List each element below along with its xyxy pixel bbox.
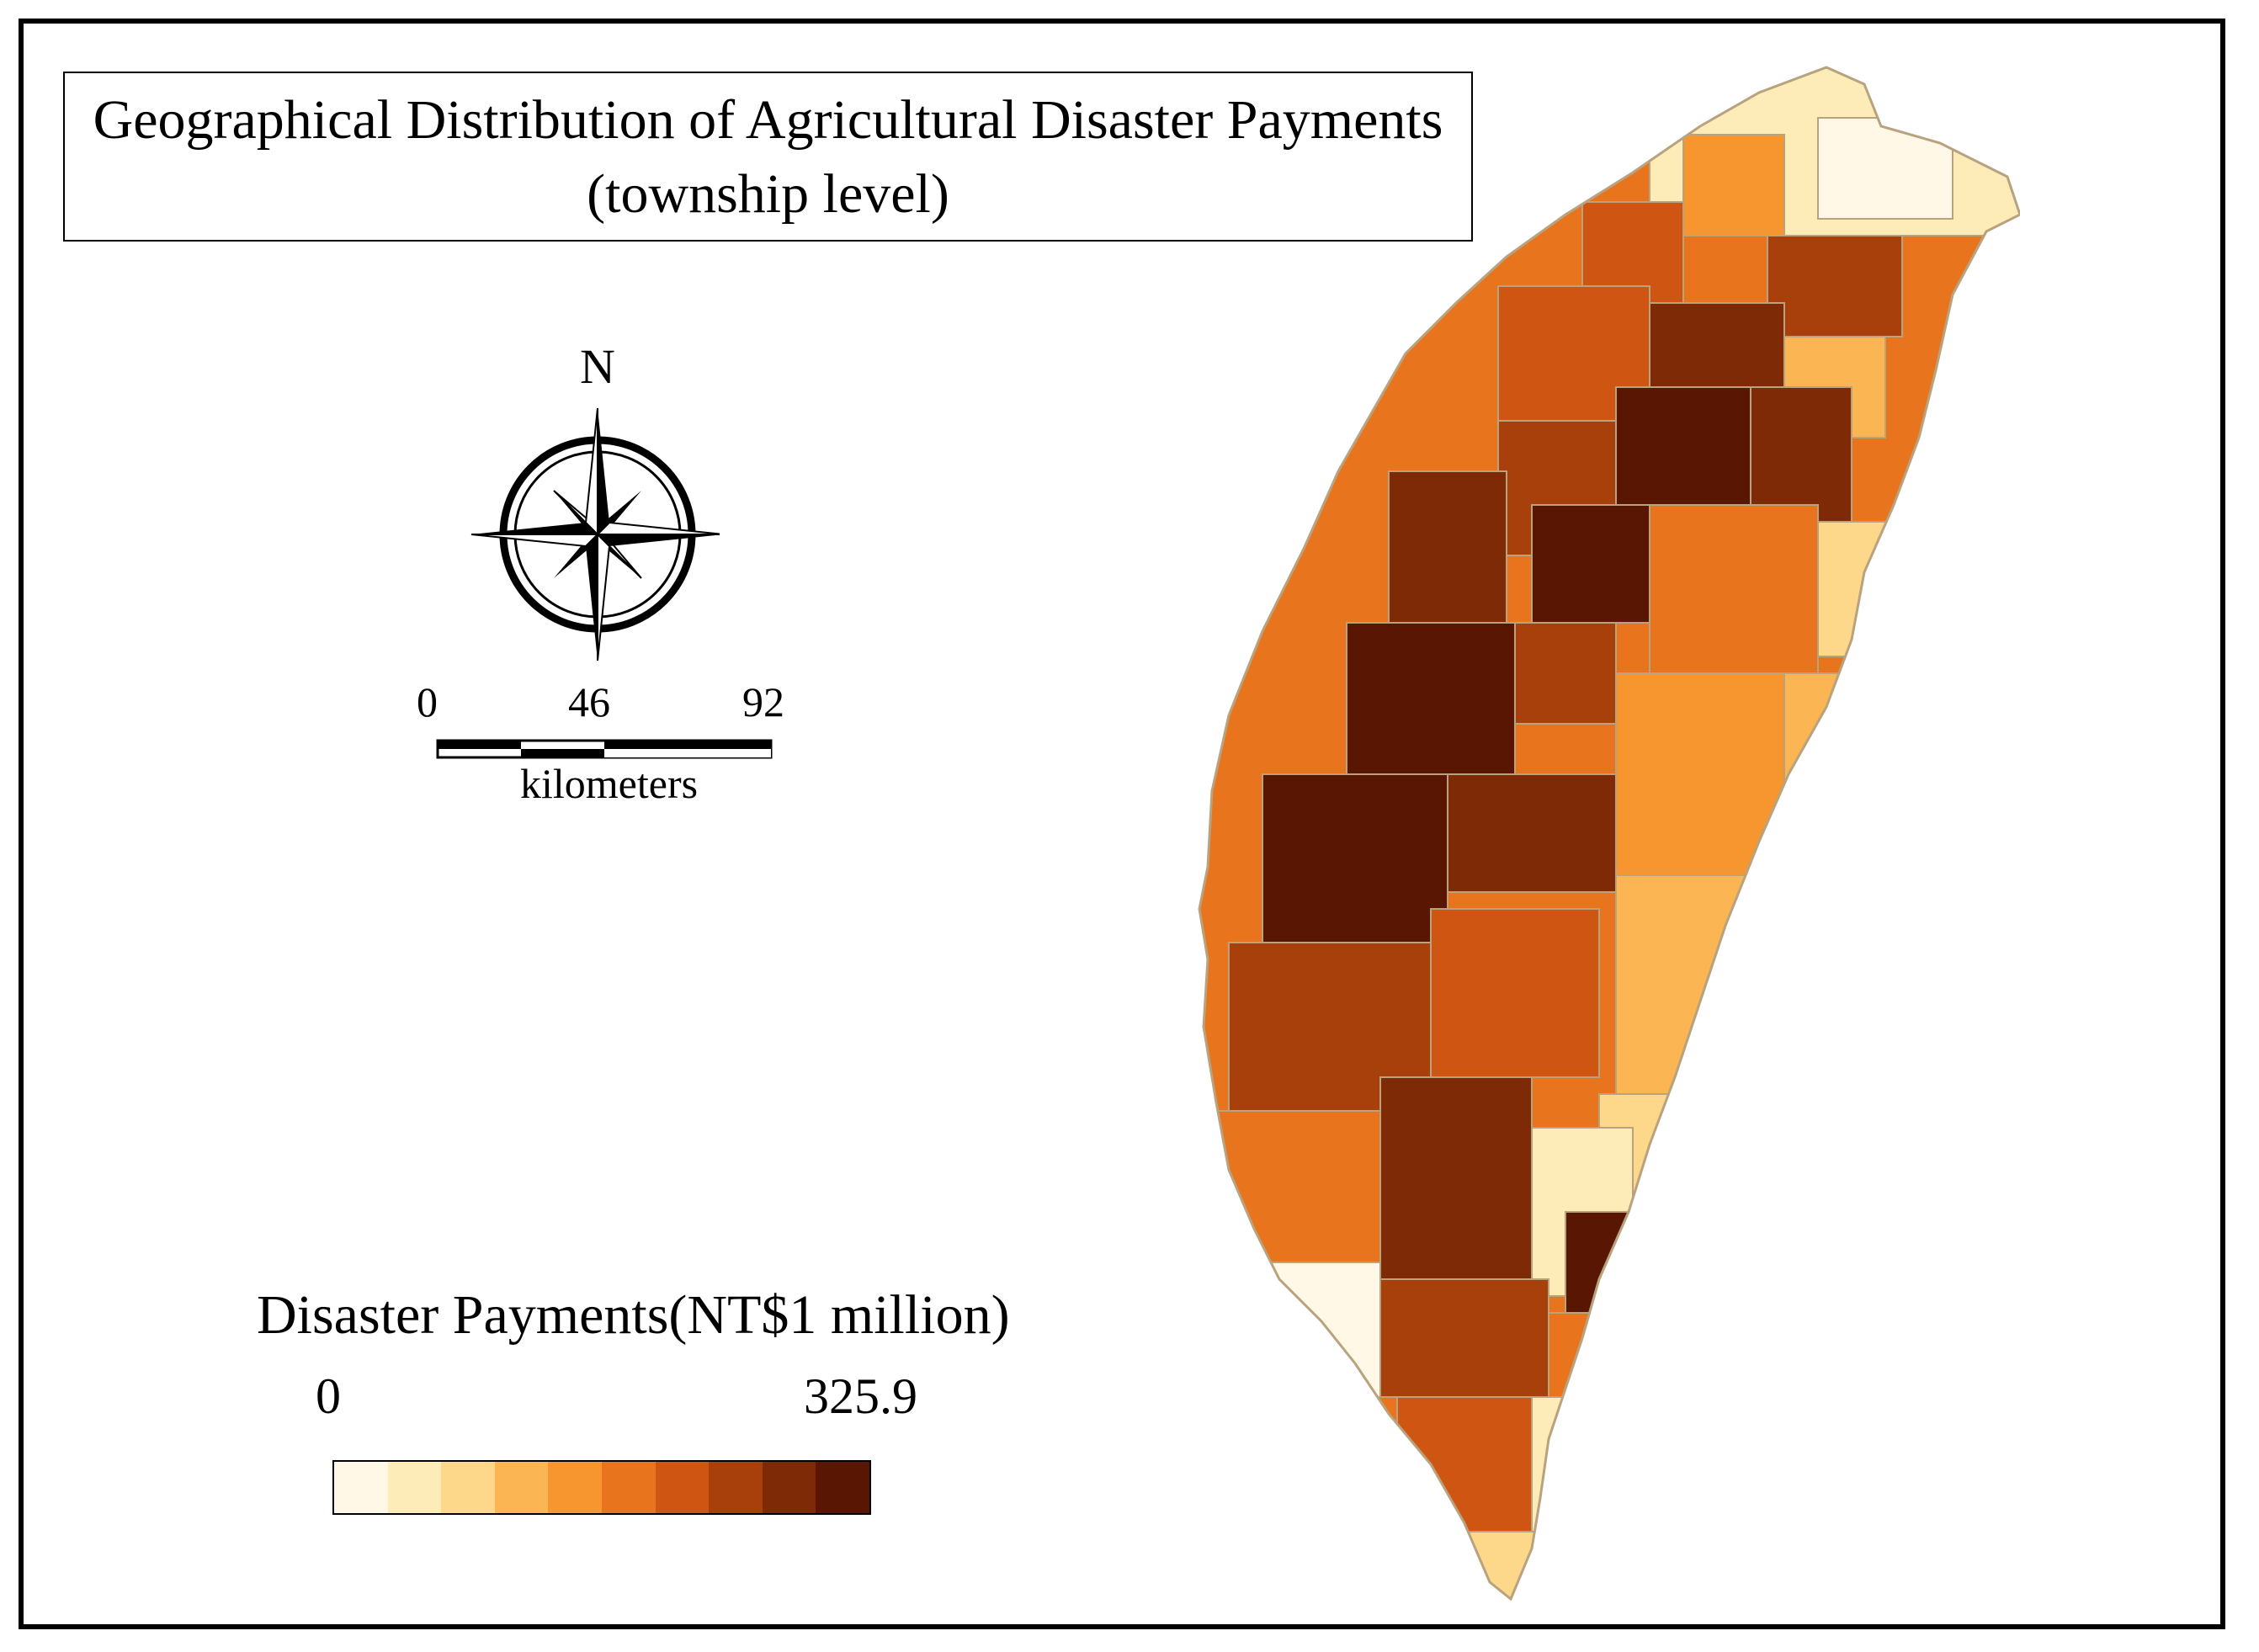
township-region	[1565, 1211, 1802, 1331]
township-region	[1388, 470, 1507, 624]
township-region	[1682, 134, 1785, 236]
scale-tick-92: 92	[742, 678, 784, 725]
legend-swatch-3	[494, 1462, 549, 1513]
legend-swatch-6	[655, 1462, 710, 1513]
township-region	[1514, 622, 1617, 725]
township-region	[1396, 1396, 1549, 1549]
legend-swatch-8	[762, 1462, 816, 1513]
legend-swatch-7	[709, 1462, 763, 1513]
township-region	[1531, 504, 1650, 624]
township-region	[1783, 672, 1852, 826]
legend-max-label: 325.9	[804, 1368, 917, 1424]
north-label: N	[580, 341, 615, 394]
legend-swatch-5	[601, 1462, 656, 1513]
taiwan-choropleth-map	[1178, 34, 2022, 1624]
legend-swatch-2	[441, 1462, 495, 1513]
legend-swatch-9	[816, 1462, 869, 1513]
map-title: Geographical Distribution of Agricultura…	[93, 89, 1443, 151]
township-region	[1447, 773, 1617, 893]
legend-swatch-4	[548, 1462, 602, 1513]
scale-bar-graphic	[436, 739, 773, 759]
compass-rose: N	[467, 339, 725, 669]
township-region	[1262, 773, 1448, 943]
map-title-box: Geographical Distribution of Agricultura…	[63, 72, 1473, 242]
township-region	[1615, 672, 1785, 876]
legend: Disaster Payments(NT$1 million) 0 325.9	[248, 1283, 1048, 1536]
map-subtitle: (township level)	[587, 163, 949, 225]
township-region	[1379, 1076, 1533, 1280]
legend-min-label: 0	[316, 1368, 341, 1424]
scale-bar: 0 46 92 kilometers	[396, 673, 816, 821]
scale-tick-46: 46	[568, 678, 610, 725]
township-region	[1245, 1262, 1381, 1398]
taiwan-map-svg	[1198, 66, 2022, 1601]
legend-swatch-0	[334, 1462, 388, 1513]
township-region	[1497, 285, 1650, 422]
legend-title: Disaster Payments(NT$1 million)	[257, 1284, 1010, 1346]
township-region	[1531, 1396, 1634, 1566]
township-region	[1430, 908, 1600, 1078]
compass-rose-icon: N	[470, 339, 725, 661]
scale-unit: kilometers	[520, 760, 699, 807]
township-region	[1615, 386, 1751, 506]
township-region	[1346, 622, 1516, 792]
township-region	[1817, 117, 1953, 220]
scale-tick-0: 0	[417, 678, 438, 725]
township-region	[1783, 824, 1852, 977]
legend-swatch-1	[387, 1462, 442, 1513]
township-region	[1750, 1043, 1836, 1213]
township-region	[1649, 504, 1819, 674]
township-region	[1615, 874, 1785, 1095]
township-region	[1817, 521, 1920, 657]
township-region	[1379, 1278, 1549, 1398]
township-region	[1548, 1312, 1684, 1415]
township-region	[1767, 235, 1903, 337]
legend-color-ramp	[332, 1460, 871, 1515]
township-region	[1455, 1531, 1541, 1599]
